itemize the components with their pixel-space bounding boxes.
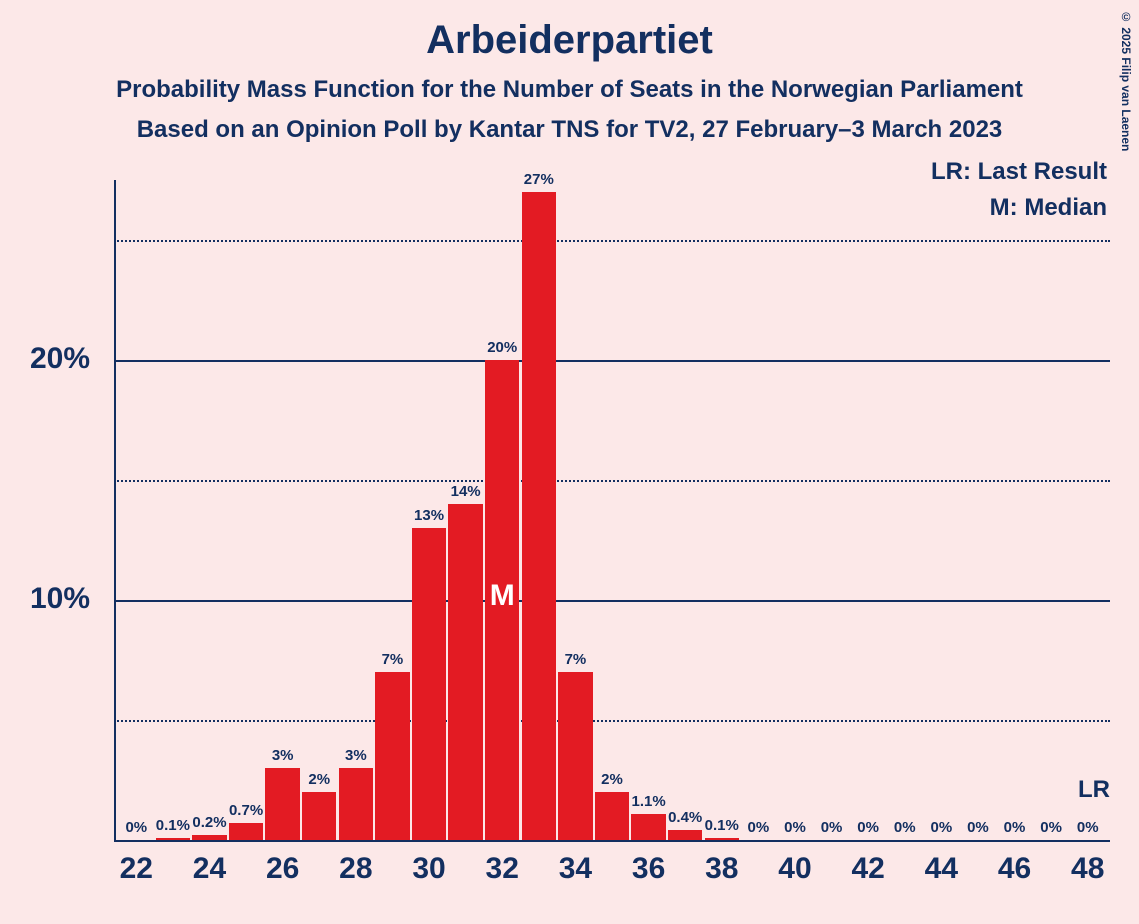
bar-value-label: 0.1% [705, 817, 739, 834]
gridline-minor [114, 240, 1110, 242]
bar-value-label: 0% [784, 819, 806, 836]
bar-value-label: 1.1% [631, 793, 665, 810]
bar-value-label: 27% [524, 171, 554, 188]
x-axis-label: 36 [632, 852, 665, 886]
bar-value-label: 7% [565, 651, 587, 668]
x-axis-label: 44 [925, 852, 958, 886]
y-axis-line [114, 180, 116, 840]
bar [448, 504, 482, 840]
bar-value-label: 2% [308, 771, 330, 788]
x-axis-label: 26 [266, 852, 299, 886]
bar-value-label: 0% [1040, 819, 1062, 836]
gridline-major [114, 360, 1110, 362]
bar-value-label: 0% [930, 819, 952, 836]
bar-value-label: 7% [382, 651, 404, 668]
bar-value-label: 0% [857, 819, 879, 836]
bar-value-label: 14% [451, 483, 481, 500]
bar [595, 792, 629, 840]
bar [229, 823, 263, 840]
bar-value-label: 13% [414, 507, 444, 524]
chart-container: Arbeiderpartiet Probability Mass Functio… [0, 0, 1139, 924]
x-axis-label: 38 [705, 852, 738, 886]
bar-value-label: 0% [894, 819, 916, 836]
copyright-text: © 2025 Filip van Laenen [1119, 10, 1133, 151]
median-marker: M [490, 579, 515, 613]
x-axis-label: 24 [193, 852, 226, 886]
bar-value-label: 0.4% [668, 809, 702, 826]
chart-subtitle-2: Based on an Opinion Poll by Kantar TNS f… [0, 116, 1139, 144]
bar-value-label: 20% [487, 339, 517, 356]
x-axis-label: 42 [851, 852, 884, 886]
x-axis-label: 40 [778, 852, 811, 886]
x-axis-label: 28 [339, 852, 372, 886]
bar [522, 192, 556, 840]
x-axis-label: 48 [1071, 852, 1104, 886]
bar [156, 838, 190, 840]
bar-value-label: 0.2% [192, 814, 226, 831]
bar [705, 838, 739, 840]
y-axis-label: 10% [10, 582, 90, 616]
x-axis-line [114, 840, 1110, 842]
gridline-minor [114, 720, 1110, 722]
plot-area: 10%20%0%0.1%0.2%0.7%3%2%3%7%13%14%20%M27… [100, 180, 1110, 840]
bar [631, 814, 665, 840]
bar-value-label: 0% [821, 819, 843, 836]
y-axis-label: 20% [10, 342, 90, 376]
bar-value-label: 2% [601, 771, 623, 788]
bar [302, 792, 336, 840]
last-result-marker: LR [1078, 776, 1110, 804]
gridline-major [114, 600, 1110, 602]
bar-value-label: 0% [125, 819, 147, 836]
bar [412, 528, 446, 840]
bar-value-label: 0.1% [156, 817, 190, 834]
x-axis-label: 32 [486, 852, 519, 886]
bar [192, 835, 226, 840]
bar-value-label: 0% [1004, 819, 1026, 836]
bar-value-label: 0.7% [229, 802, 263, 819]
bar-value-label: 0% [748, 819, 770, 836]
bar [558, 672, 592, 840]
bar [375, 672, 409, 840]
bar [265, 768, 299, 840]
bar-value-label: 3% [272, 747, 294, 764]
x-axis-label: 30 [412, 852, 445, 886]
bar-value-label: 3% [345, 747, 367, 764]
chart-title: Arbeiderpartiet [0, 18, 1139, 63]
bar-value-label: 0% [1077, 819, 1099, 836]
chart-subtitle-1: Probability Mass Function for the Number… [0, 76, 1139, 104]
bar [668, 830, 702, 840]
bar [339, 768, 373, 840]
bar-value-label: 0% [967, 819, 989, 836]
x-axis-label: 46 [998, 852, 1031, 886]
x-axis-label: 34 [559, 852, 592, 886]
gridline-minor [114, 480, 1110, 482]
x-axis-label: 22 [120, 852, 153, 886]
